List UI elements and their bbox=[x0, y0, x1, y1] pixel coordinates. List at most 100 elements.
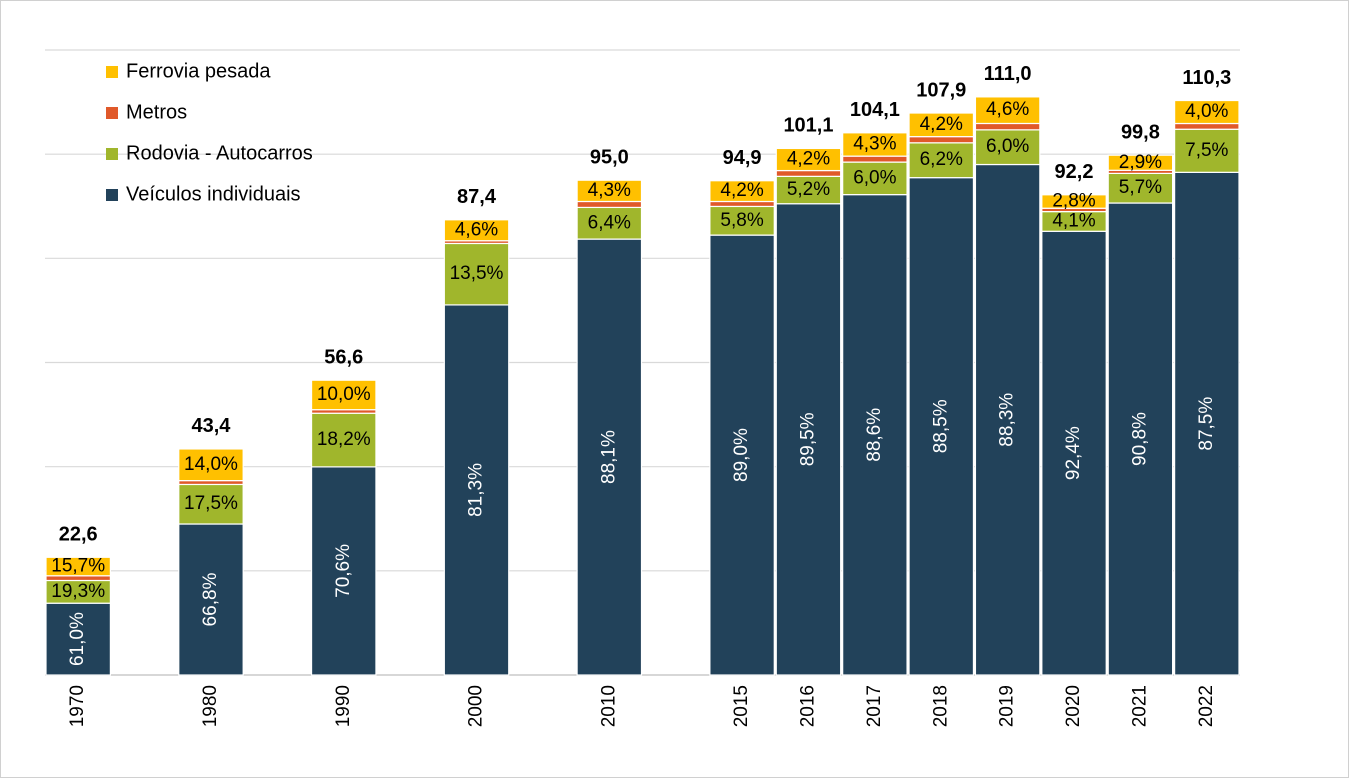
total-label: 43,4 bbox=[192, 415, 232, 437]
segment-label: 5,8% bbox=[720, 210, 763, 231]
bar-segment bbox=[775, 203, 842, 676]
total-label: 56,6 bbox=[324, 346, 363, 368]
bar-segment bbox=[1107, 172, 1174, 204]
segment-label: 88,3% bbox=[997, 393, 1018, 447]
bar-segment bbox=[842, 155, 908, 163]
legend-label: Ferrovia pesada bbox=[126, 60, 271, 82]
bar-segment bbox=[1107, 154, 1174, 171]
segment-label: 4,2% bbox=[720, 180, 763, 201]
legend-swatch bbox=[106, 148, 118, 160]
segment-label: 18,2% bbox=[317, 429, 371, 450]
segment-label: 5,2% bbox=[787, 179, 830, 200]
bar-segment bbox=[443, 304, 510, 676]
bar-segment bbox=[908, 142, 975, 179]
segment-label: 4,6% bbox=[455, 219, 498, 240]
x-tick-label: 2018 bbox=[930, 685, 951, 727]
segment-label: 90,8% bbox=[1129, 412, 1150, 466]
bar-segment bbox=[709, 200, 775, 208]
segment-label: 88,6% bbox=[864, 408, 885, 462]
segment-label: 4,3% bbox=[853, 133, 896, 154]
segment-label: 2,8% bbox=[1052, 191, 1095, 212]
segment-label: 10,0% bbox=[317, 384, 371, 405]
segment-label: 89,5% bbox=[797, 412, 818, 466]
bar-segment bbox=[1041, 194, 1107, 209]
segment-label: 19,3% bbox=[51, 581, 105, 602]
bar-segment bbox=[45, 556, 111, 577]
total-label: 104,1 bbox=[850, 99, 900, 121]
total-label: 95,0 bbox=[590, 146, 629, 168]
segment-label: 89,0% bbox=[731, 428, 752, 482]
bar-segment bbox=[709, 234, 775, 676]
total-label: 22,6 bbox=[59, 524, 98, 546]
total-label: 111,0 bbox=[984, 63, 1032, 85]
segment-label: 4,3% bbox=[588, 180, 631, 201]
segment-label: 4,2% bbox=[787, 149, 830, 170]
bar-segment bbox=[775, 175, 842, 205]
x-tick-label: 2022 bbox=[1196, 685, 1217, 727]
x-tick-label: 1980 bbox=[200, 685, 221, 727]
bar-segment bbox=[709, 180, 775, 203]
bar-segment bbox=[1041, 230, 1107, 676]
total-label: 94,9 bbox=[723, 147, 762, 169]
x-tick-label: 1970 bbox=[67, 685, 88, 727]
segment-label: 92,4% bbox=[1063, 426, 1084, 480]
x-tick-label: 2019 bbox=[997, 685, 1018, 727]
segment-label: 6,0% bbox=[986, 136, 1029, 157]
bar-segment bbox=[1174, 122, 1240, 130]
bar-segment bbox=[576, 206, 643, 240]
x-tick-label: 2015 bbox=[731, 685, 752, 727]
bar-segment bbox=[908, 112, 975, 138]
total-label: 87,4 bbox=[457, 186, 497, 208]
segment-label: 17,5% bbox=[184, 493, 238, 514]
bar-segment bbox=[178, 483, 244, 525]
legend: Ferrovia pesada Metros Rodovia - Autocarro… bbox=[106, 60, 313, 205]
legend-swatch bbox=[106, 107, 118, 119]
segment-label: 7,5% bbox=[1185, 140, 1228, 161]
segment-label: 5,7% bbox=[1119, 177, 1162, 198]
segment-label: 6,4% bbox=[588, 212, 631, 233]
segment-label: 4,0% bbox=[1185, 101, 1228, 122]
bar-segment bbox=[1174, 128, 1240, 173]
bar-segment bbox=[974, 96, 1041, 125]
legend-label: Veículos individuais bbox=[126, 183, 301, 205]
legend-swatch bbox=[106, 189, 118, 201]
total-label: 101,1 bbox=[783, 115, 833, 137]
bar-segment bbox=[310, 466, 377, 676]
bar-segment bbox=[775, 147, 842, 172]
bar-segment bbox=[974, 163, 1041, 676]
bar-segment bbox=[576, 238, 643, 676]
segment-label: 4,2% bbox=[920, 114, 963, 135]
bar-segment bbox=[842, 132, 908, 157]
segment-label: 6,2% bbox=[920, 149, 963, 170]
segment-label: 4,1% bbox=[1052, 210, 1095, 231]
segment-label: 13,5% bbox=[450, 263, 504, 284]
total-label: 107,9 bbox=[916, 79, 966, 101]
total-label: 110,3 bbox=[1182, 67, 1231, 89]
bar-segment bbox=[1174, 171, 1240, 676]
segment-label: 70,6% bbox=[333, 544, 354, 598]
bar-segment bbox=[1174, 99, 1240, 125]
segment-label: 88,1% bbox=[598, 430, 619, 484]
segment-label: 14,0% bbox=[184, 454, 238, 475]
bar-segment bbox=[974, 122, 1041, 131]
segment-label: 4,6% bbox=[986, 99, 1029, 120]
legend-label: Rodovia - Autocarros bbox=[126, 142, 313, 164]
segment-label: 87,5% bbox=[1196, 397, 1217, 451]
segment-label: 6,0% bbox=[853, 167, 896, 188]
bar-segment bbox=[443, 242, 510, 306]
segment-label: 81,3% bbox=[466, 463, 487, 517]
x-tick-label: 1990 bbox=[333, 685, 354, 727]
bar-segment bbox=[842, 161, 908, 196]
bar-segment bbox=[775, 169, 842, 177]
bar-segment bbox=[178, 523, 244, 676]
x-tick-label: 2000 bbox=[466, 685, 487, 727]
bar-segment bbox=[45, 602, 111, 676]
bar-segment bbox=[178, 448, 244, 482]
x-tick-label: 2016 bbox=[797, 685, 818, 727]
bar-segment bbox=[576, 179, 643, 203]
labels: 1970 61,0% 19,3% 15,7% 22,6 1980 66,8% 17,5% 14,… bbox=[51, 63, 1231, 727]
bar-segment bbox=[310, 379, 377, 411]
x-tick-label: 2017 bbox=[864, 685, 885, 727]
segment-label: 66,8% bbox=[200, 572, 221, 626]
